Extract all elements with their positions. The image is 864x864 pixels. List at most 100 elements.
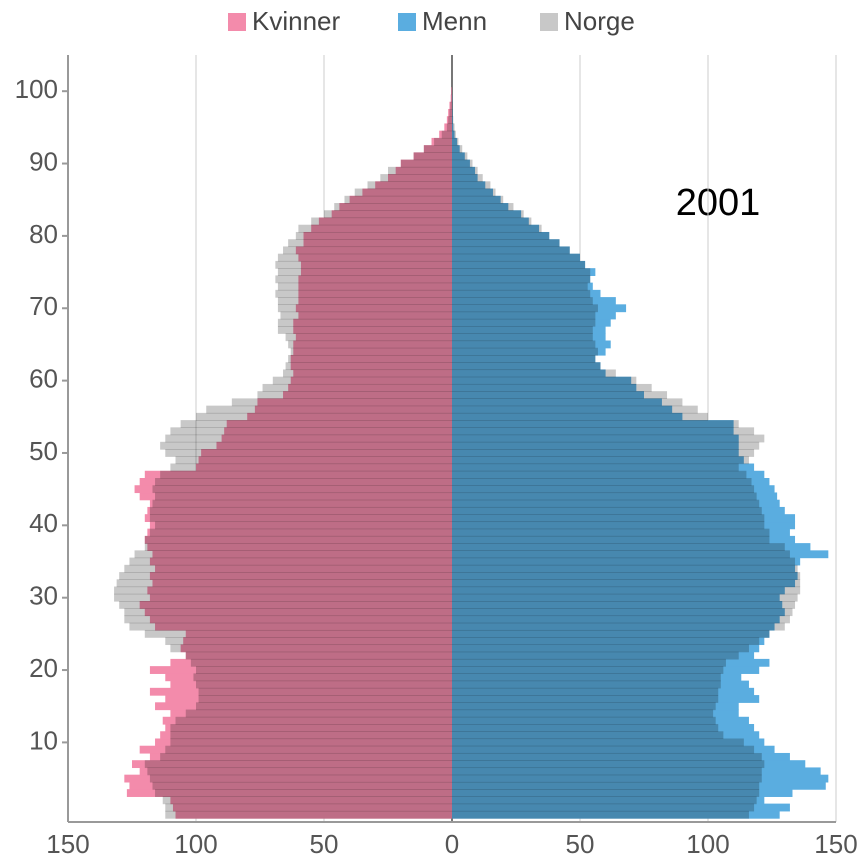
bar	[452, 268, 591, 276]
bar	[452, 383, 652, 392]
bar	[452, 564, 798, 573]
bar	[380, 174, 452, 182]
bar	[452, 622, 785, 631]
y-tick-label: 90	[29, 146, 58, 176]
bar	[452, 166, 478, 175]
bar	[155, 477, 453, 486]
y-tick-label: 100	[15, 74, 58, 104]
bar	[114, 586, 452, 595]
bar	[196, 412, 452, 421]
bar	[452, 557, 796, 566]
bar	[452, 181, 491, 190]
bar	[452, 188, 496, 197]
x-tick-label: 0	[445, 829, 459, 859]
bar	[452, 456, 749, 465]
bar	[451, 87, 452, 96]
bar	[452, 101, 453, 110]
bar	[452, 275, 591, 284]
bar	[119, 572, 452, 580]
bar	[196, 680, 452, 689]
bar	[114, 593, 452, 602]
bar	[198, 695, 452, 703]
bar	[423, 145, 452, 153]
bar	[452, 369, 616, 378]
y-tick-label: 60	[29, 363, 58, 393]
bar	[452, 470, 747, 479]
bar	[144, 760, 453, 769]
bar	[452, 731, 724, 740]
bar	[452, 658, 726, 667]
bar	[231, 398, 452, 407]
bar	[452, 311, 596, 320]
bar	[367, 181, 452, 190]
bar	[452, 108, 453, 117]
bar	[119, 601, 452, 609]
bar	[452, 572, 801, 580]
bar	[311, 217, 452, 226]
bar	[452, 673, 721, 682]
bar	[413, 152, 452, 161]
bar	[452, 629, 770, 638]
bar	[190, 658, 452, 667]
bar	[198, 687, 452, 696]
bar	[452, 239, 560, 248]
bar	[285, 333, 452, 342]
bar	[170, 724, 452, 732]
bar	[175, 456, 452, 465]
bar	[388, 166, 452, 175]
legend: Kvinner Menn Norge	[228, 6, 635, 36]
bar	[452, 680, 721, 689]
legend-swatch	[540, 13, 558, 31]
bar	[272, 376, 452, 385]
bar	[452, 174, 483, 182]
bar	[155, 492, 453, 501]
bar	[452, 246, 570, 255]
bar	[295, 231, 452, 240]
bar	[452, 506, 762, 515]
bar	[175, 716, 452, 725]
bar	[170, 644, 452, 653]
bar	[452, 687, 719, 696]
bar	[452, 340, 596, 349]
bar	[452, 326, 593, 334]
bar	[452, 637, 760, 646]
bar	[152, 485, 453, 494]
bar	[452, 463, 739, 472]
bar	[452, 398, 683, 407]
y-tick-label: 70	[29, 291, 58, 321]
bar	[452, 116, 454, 125]
bar	[452, 724, 719, 732]
bar	[290, 347, 452, 356]
x-tick-label: 150	[46, 829, 89, 859]
y-tick-label: 50	[29, 436, 58, 466]
bar	[452, 253, 580, 262]
bar	[452, 528, 770, 537]
bar	[452, 499, 760, 508]
bar	[262, 383, 452, 392]
bar	[288, 239, 452, 248]
bar	[160, 752, 452, 761]
bar	[257, 391, 452, 400]
bar	[452, 535, 770, 544]
bar	[277, 268, 452, 276]
y-tick-label: 20	[29, 653, 58, 683]
bar	[452, 485, 755, 494]
bar	[452, 405, 698, 414]
bar	[452, 210, 524, 219]
bar	[449, 108, 452, 117]
bar	[452, 145, 463, 153]
bar	[206, 405, 452, 414]
bar	[452, 716, 716, 725]
bar	[277, 304, 452, 313]
bar	[193, 673, 452, 682]
x-tick-label: 150	[814, 829, 857, 859]
bar	[165, 434, 452, 443]
bar	[452, 159, 473, 168]
bar	[288, 340, 452, 349]
bar	[452, 434, 765, 443]
bar	[275, 275, 452, 284]
bar	[452, 601, 796, 609]
bar	[288, 354, 452, 363]
bar	[277, 253, 452, 262]
